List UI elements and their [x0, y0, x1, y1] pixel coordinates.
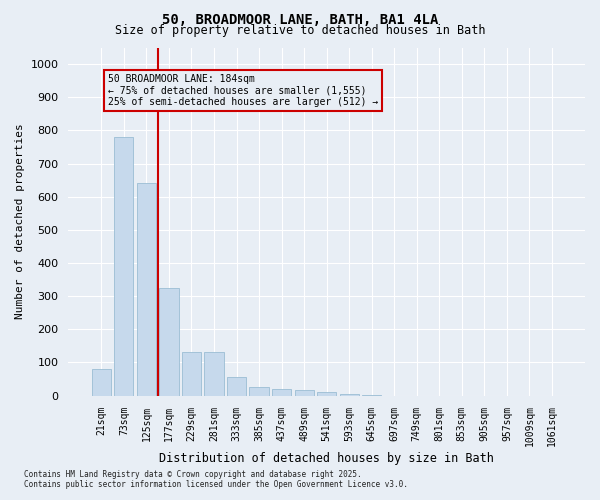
Bar [317, 392, 336, 396]
Bar [362, 394, 381, 396]
Bar [182, 352, 201, 396]
Text: 50, BROADMOOR LANE, BATH, BA1 4LA: 50, BROADMOOR LANE, BATH, BA1 4LA [162, 12, 438, 26]
Text: Size of property relative to detached houses in Bath: Size of property relative to detached ho… [115, 24, 485, 37]
Bar [137, 184, 156, 396]
Bar [227, 378, 246, 396]
Bar [92, 369, 111, 396]
Bar [114, 137, 133, 396]
Bar [250, 388, 269, 396]
Text: Contains HM Land Registry data © Crown copyright and database right 2025.
Contai: Contains HM Land Registry data © Crown c… [24, 470, 408, 489]
Bar [295, 390, 314, 396]
Bar [272, 389, 291, 396]
Bar [205, 352, 224, 396]
Bar [160, 288, 179, 396]
Text: 50 BROADMOOR LANE: 184sqm
← 75% of detached houses are smaller (1,555)
25% of se: 50 BROADMOOR LANE: 184sqm ← 75% of detac… [108, 74, 379, 107]
Bar [340, 394, 359, 396]
X-axis label: Distribution of detached houses by size in Bath: Distribution of detached houses by size … [159, 452, 494, 465]
Y-axis label: Number of detached properties: Number of detached properties [15, 124, 25, 320]
